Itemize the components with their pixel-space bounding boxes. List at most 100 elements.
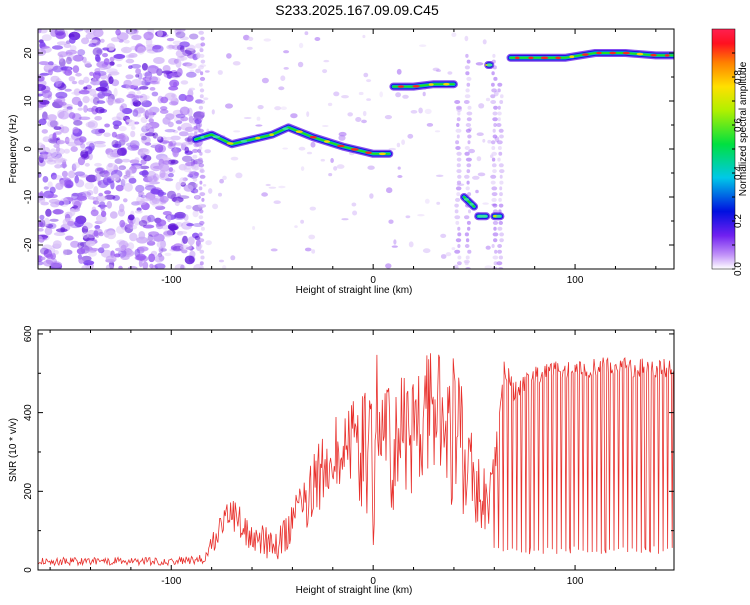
- noise-speck: [200, 36, 205, 41]
- noise-speck: [175, 31, 186, 39]
- noise-speck: [110, 152, 119, 158]
- noise-speck: [493, 226, 497, 231]
- noise-speck: [86, 190, 94, 196]
- noise-speck: [490, 94, 496, 99]
- hot-spot: [596, 51, 602, 55]
- noise-speck: [222, 175, 227, 180]
- noise-speck: [75, 179, 85, 188]
- noise-speck: [464, 244, 470, 248]
- noise-speck: [497, 105, 501, 110]
- noise-speck: [499, 186, 503, 191]
- noise-speck: [322, 69, 328, 74]
- noise-speck: [445, 252, 452, 257]
- noise-speck: [84, 182, 94, 190]
- noise-speck: [199, 76, 206, 81]
- noise-speck: [104, 92, 111, 97]
- noise-speck: [130, 130, 136, 138]
- noise-speck: [308, 234, 316, 240]
- noise-speck: [497, 82, 503, 87]
- noise-speck: [155, 205, 166, 210]
- noise-speck: [457, 174, 462, 179]
- colorbar-gradient: [712, 29, 735, 269]
- noise-speck: [119, 105, 124, 112]
- noise-speck: [497, 146, 502, 150]
- y-axis-label: Frequency (Hz): [8, 115, 19, 184]
- y-tick-label: 0: [23, 567, 34, 573]
- noise-speck: [71, 80, 78, 85]
- noise-speck: [131, 79, 142, 87]
- noise-speck: [465, 71, 470, 76]
- noise-speck: [63, 43, 72, 49]
- noise-speck: [121, 107, 133, 115]
- noise-speck: [384, 115, 392, 120]
- noise-speck: [436, 69, 441, 72]
- noise-speck: [116, 63, 122, 68]
- noise-speck: [311, 249, 316, 254]
- noise-speck: [482, 202, 489, 205]
- noise-speck: [204, 149, 211, 154]
- noise-speck: [199, 100, 206, 104]
- noise-speck: [46, 159, 57, 165]
- noise-speck: [132, 109, 139, 117]
- noise-speck: [482, 138, 486, 143]
- noise-speck: [467, 249, 472, 254]
- noise-speck: [456, 192, 461, 197]
- noise-speck: [257, 105, 264, 110]
- noise-speck: [457, 111, 461, 116]
- noise-speck: [173, 214, 186, 220]
- noise-speck: [492, 53, 496, 58]
- noise-speck: [177, 231, 188, 235]
- noise-speck: [54, 29, 65, 36]
- noise-speck: [455, 186, 462, 191]
- noise-speck: [94, 128, 103, 137]
- noise-speck: [491, 186, 498, 191]
- hot-spot: [295, 130, 303, 133]
- noise-speck: [77, 156, 86, 166]
- noise-speck: [176, 192, 182, 198]
- noise-speck: [187, 236, 195, 246]
- noise-speck: [465, 238, 470, 243]
- noise-speck: [478, 103, 485, 109]
- noise-speck: [330, 158, 334, 163]
- noise-speck: [314, 37, 321, 41]
- noise-speck: [367, 165, 375, 170]
- noise-speck: [490, 174, 497, 179]
- noise-speck: [133, 217, 141, 226]
- noise-speck: [181, 249, 188, 254]
- noise-speck: [73, 88, 81, 95]
- noise-speck: [496, 140, 503, 145]
- noise-speck: [98, 247, 105, 254]
- noise-speck: [80, 148, 89, 152]
- noise-speck: [366, 79, 372, 83]
- noise-speck: [90, 209, 99, 217]
- noise-speck: [78, 79, 85, 85]
- noise-speck: [426, 123, 434, 127]
- noise-speck: [422, 248, 431, 254]
- y-tick-label: 600: [23, 325, 34, 342]
- noise-speck: [118, 265, 123, 269]
- noise-speck: [128, 65, 133, 69]
- noise-speck: [40, 201, 49, 206]
- noise-speck: [466, 59, 471, 64]
- noise-speck: [132, 100, 142, 107]
- noise-speck: [78, 116, 91, 121]
- noise-speck: [199, 261, 204, 266]
- noise-speck: [42, 136, 51, 143]
- noise-speck: [290, 113, 298, 119]
- noise-speck: [148, 118, 154, 123]
- noise-speck: [184, 255, 195, 265]
- noise-speck: [172, 130, 179, 134]
- spectral-track: [490, 212, 505, 221]
- noise-speck: [98, 66, 108, 71]
- noise-speck: [79, 136, 87, 143]
- colorbar-tick-label: 0.0: [733, 262, 744, 276]
- noise-speck: [169, 248, 180, 252]
- noise-speck: [175, 222, 183, 227]
- noise-speck: [41, 236, 48, 241]
- noise-speck: [75, 72, 82, 77]
- hot-spot: [469, 202, 474, 206]
- noise-speck: [39, 72, 50, 76]
- noise-speck: [464, 232, 469, 237]
